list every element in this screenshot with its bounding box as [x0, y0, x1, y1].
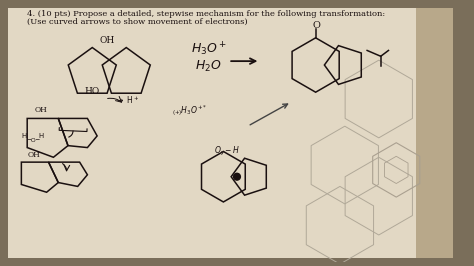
- Text: $O_y-H$: $O_y-H$: [214, 145, 240, 158]
- Text: H: H: [21, 133, 27, 139]
- Text: $H_2O$: $H_2O$: [195, 59, 222, 74]
- Text: OH: OH: [99, 36, 114, 45]
- Text: H: H: [39, 133, 44, 139]
- Text: O: O: [313, 21, 320, 30]
- Text: $_{(+)}H_3O^{+*}$: $_{(+)}H_3O^{+*}$: [172, 104, 207, 119]
- Text: 4. (10 pts) Propose a detailed, stepwise mechanism for the following transformat: 4. (10 pts) Propose a detailed, stepwise…: [27, 10, 385, 18]
- Text: $H_3O^+$: $H_3O^+$: [191, 40, 227, 58]
- Text: $\rightarrow$ H$^+$: $\rightarrow$ H$^+$: [115, 94, 139, 106]
- Text: ─O─: ─O─: [27, 138, 40, 143]
- Circle shape: [234, 173, 240, 180]
- Text: HO: HO: [84, 87, 100, 96]
- Text: (Use curved arrows to show movement of electrons): (Use curved arrows to show movement of e…: [27, 18, 248, 26]
- Text: OH: OH: [27, 151, 40, 159]
- FancyBboxPatch shape: [416, 8, 453, 258]
- Text: OH: OH: [35, 106, 48, 114]
- FancyBboxPatch shape: [8, 8, 416, 258]
